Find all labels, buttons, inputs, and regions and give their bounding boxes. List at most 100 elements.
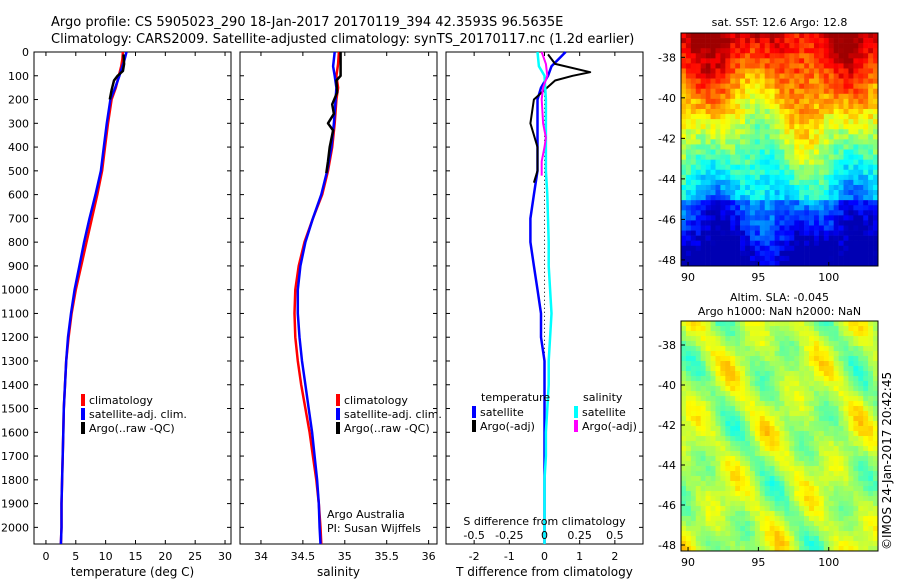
map-cell (804, 366, 810, 372)
map-cell (690, 98, 697, 105)
map-cell (685, 501, 692, 507)
map-cell (730, 386, 736, 392)
map-cell (779, 401, 785, 407)
map-cell (759, 331, 766, 337)
map-cell (784, 346, 790, 352)
map-cell (784, 521, 790, 527)
map-cell (784, 406, 790, 412)
map-cell (774, 154, 780, 160)
map-cell (685, 114, 692, 120)
map-cell (809, 230, 815, 236)
map-cell (700, 421, 706, 427)
map-cell (838, 139, 844, 145)
map-cell (695, 501, 701, 507)
map-cell (794, 255, 800, 262)
map-cell (813, 366, 820, 372)
map-cell (730, 119, 736, 125)
map-cell (690, 240, 697, 247)
map-cell (749, 53, 756, 59)
map-cell (749, 521, 756, 527)
map-cell (685, 245, 692, 252)
map-cell (833, 416, 839, 422)
map-cell (818, 68, 825, 74)
map-cell (794, 391, 800, 397)
map-cell (838, 83, 844, 90)
map-cell (754, 200, 761, 206)
map-cell (740, 144, 746, 150)
map-cell (804, 179, 810, 186)
map-cell (804, 205, 810, 211)
map-cell (695, 536, 701, 542)
map-cell (754, 346, 761, 352)
map-cell (700, 149, 706, 155)
map-cell (863, 501, 869, 507)
map-cell (730, 436, 736, 442)
map-cell (700, 164, 706, 171)
map-cell (720, 336, 726, 342)
map-cell (779, 321, 785, 327)
legend-swatch (472, 420, 476, 432)
map-cell (873, 119, 879, 125)
map-cell (813, 88, 820, 95)
map-cell (730, 371, 736, 377)
map-cell (838, 245, 844, 252)
map-cell (769, 184, 775, 191)
map-cell (843, 421, 849, 427)
map-cell (769, 546, 775, 552)
map-cell (769, 531, 775, 537)
imos-credit: ©IMOS 24-Jan-2017 20:42:45 (880, 372, 894, 550)
map-cell (784, 431, 790, 437)
map-cell (779, 195, 785, 201)
map-cell (823, 546, 830, 552)
map-cell (799, 346, 805, 352)
map-cell (740, 456, 746, 462)
map-cell (700, 341, 706, 347)
map-cell (863, 506, 869, 512)
map-cell (799, 235, 805, 241)
map-cell (685, 541, 692, 547)
map-cell (735, 451, 741, 457)
map-cell (863, 386, 869, 392)
map-cell (759, 321, 766, 327)
map-cell (804, 250, 810, 257)
map-cell (784, 38, 790, 44)
map-cell (813, 541, 820, 547)
map-cell (789, 124, 795, 130)
map-cell (700, 441, 706, 447)
map-cell (730, 476, 736, 482)
map-cell (735, 179, 741, 186)
map-cell (715, 134, 721, 140)
map-cell (749, 456, 756, 462)
map-cell (735, 331, 741, 337)
map-cell (779, 501, 785, 507)
map-cell (804, 381, 810, 387)
map-cell (705, 426, 711, 432)
map-cell (769, 154, 775, 160)
y-tick-label: -46 (658, 499, 676, 512)
map-cell (730, 376, 736, 382)
map-cell (685, 491, 692, 497)
map-cell (715, 486, 721, 492)
map-cell (873, 134, 879, 140)
map-cell (868, 421, 874, 427)
map-cell (809, 38, 815, 44)
map-cell (754, 361, 761, 367)
map-cell (685, 93, 692, 100)
map-cell (799, 205, 805, 211)
map-cell (863, 255, 869, 262)
map-cell (823, 154, 830, 160)
map-cell (804, 436, 810, 442)
map-cell (794, 119, 800, 125)
map-cell (725, 326, 731, 332)
map-cell (730, 103, 736, 110)
map-cell (754, 149, 761, 155)
map-cell (823, 446, 830, 452)
map-cell (843, 134, 849, 140)
map-cell (838, 98, 844, 105)
map-cell (685, 431, 692, 437)
map-cell (735, 356, 741, 362)
map-cell (843, 200, 849, 206)
map-cell (759, 144, 766, 150)
map-cell (784, 195, 790, 201)
map-cell (710, 536, 716, 542)
